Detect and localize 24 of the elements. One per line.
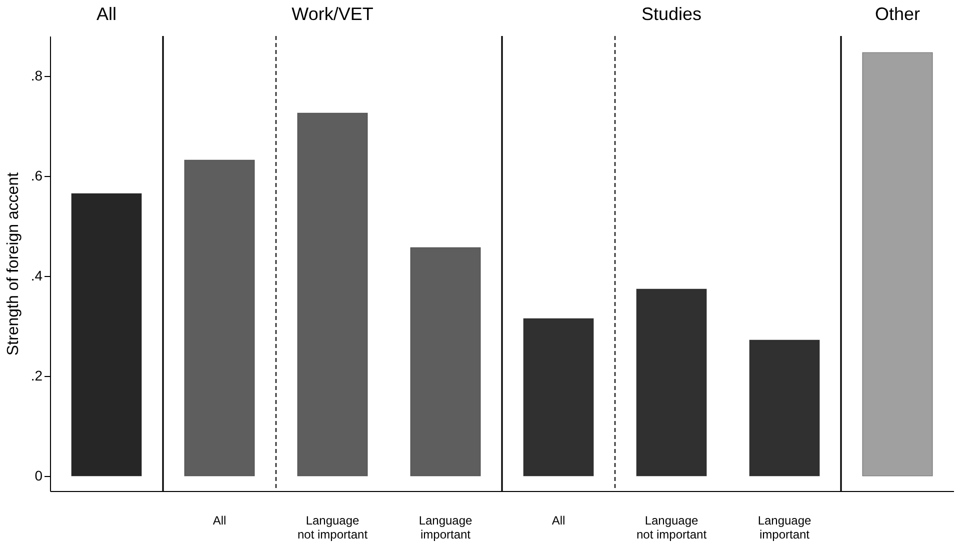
bar xyxy=(71,193,142,476)
x-tick-label: Language not important xyxy=(297,514,368,542)
bar xyxy=(523,318,594,476)
text: All xyxy=(96,4,117,24)
y-tick-label: .2 xyxy=(30,368,43,384)
text: Work/VET xyxy=(292,4,374,24)
x-tick-label: Language important xyxy=(758,514,812,542)
y-axis-title: Strength of foreign accent xyxy=(4,172,22,356)
bar xyxy=(410,247,481,476)
y-tick-label: .6 xyxy=(30,168,43,184)
bar xyxy=(636,288,707,476)
text: Studies xyxy=(641,4,702,24)
x-tick-label: Language not important xyxy=(636,514,708,542)
text: Other xyxy=(874,4,920,24)
bar xyxy=(749,340,820,476)
y-tick-label: .4 xyxy=(30,268,43,284)
x-tick-label: All xyxy=(212,514,226,528)
y-tick-label: 0 xyxy=(34,468,43,484)
x-tick-label: Language important xyxy=(418,514,473,542)
bar xyxy=(862,52,933,476)
bar xyxy=(184,160,255,476)
bar xyxy=(297,112,368,476)
x-tick-label: All xyxy=(552,514,566,528)
y-tick-label: .8 xyxy=(30,68,43,84)
